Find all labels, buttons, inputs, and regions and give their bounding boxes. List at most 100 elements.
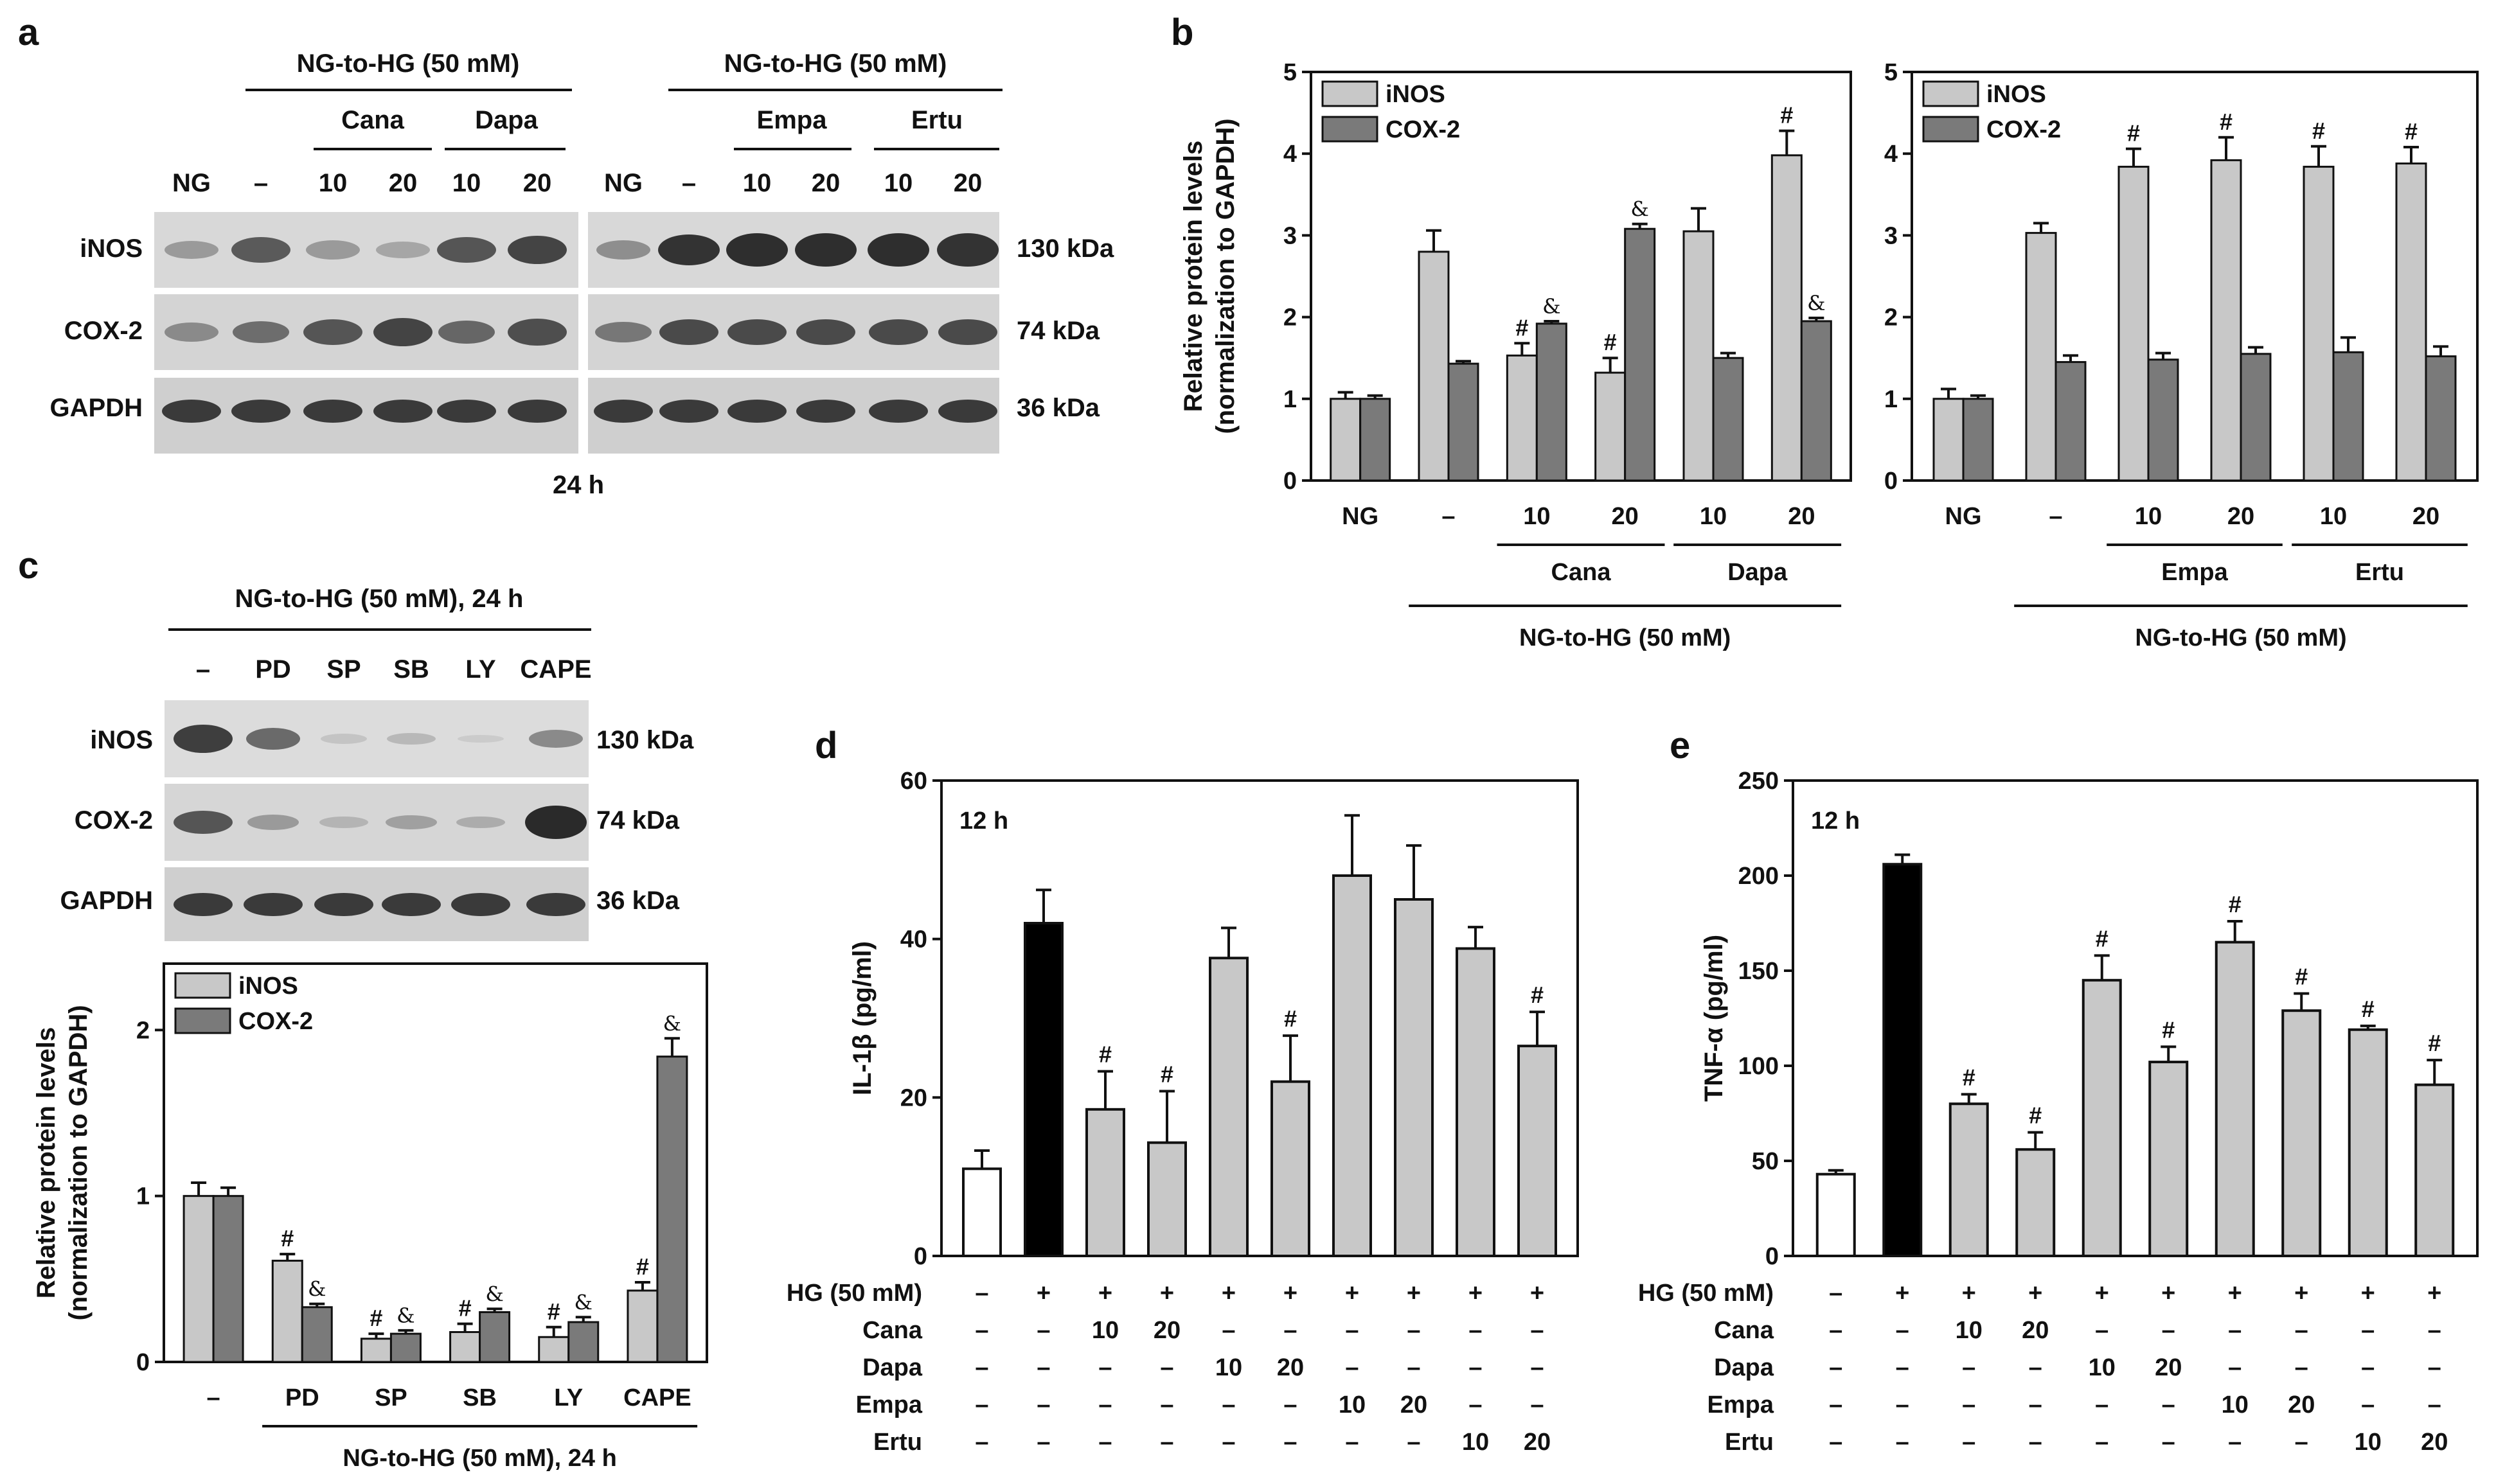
blot-a-strip-gapdh-right bbox=[588, 378, 999, 454]
band bbox=[596, 240, 650, 260]
blot-c-lane-sp: SP bbox=[326, 655, 361, 684]
significance-hash: # bbox=[2405, 118, 2418, 145]
condition-cell: – bbox=[1037, 1354, 1050, 1381]
bar bbox=[1085, 1108, 1125, 1258]
condition-cell: + bbox=[1962, 1280, 1976, 1307]
significance-hash: # bbox=[2029, 1102, 2042, 1129]
legend-swatch bbox=[1922, 116, 1979, 143]
bar bbox=[1517, 1045, 1557, 1257]
group-label: Cana bbox=[1551, 559, 1612, 586]
blot-c-strip-gapdh bbox=[165, 867, 589, 941]
bar bbox=[1024, 922, 1064, 1257]
condition-cell: – bbox=[2361, 1317, 2375, 1344]
y-tick-label: 100 bbox=[1738, 1053, 1779, 1080]
condition-row-label: Cana bbox=[862, 1317, 923, 1344]
condition-cell: – bbox=[1530, 1391, 1544, 1418]
blot-a-lane-ng-left: NG bbox=[172, 169, 211, 197]
condition-cell: – bbox=[1896, 1317, 1909, 1344]
bar-inos bbox=[1594, 371, 1627, 482]
blot-c-lane-ly: LY bbox=[465, 655, 496, 684]
y-tick-label: 1 bbox=[136, 1183, 150, 1210]
x-tick-label: 10 bbox=[2135, 503, 2162, 530]
band bbox=[314, 893, 373, 916]
condition-cell: – bbox=[2428, 1317, 2441, 1344]
condition-cell: – bbox=[1407, 1317, 1420, 1344]
condition-cell: + bbox=[1895, 1280, 1909, 1307]
significance-hash: # bbox=[2220, 109, 2233, 135]
x-tick-label: 20 bbox=[2227, 503, 2254, 530]
significance-hash: # bbox=[2229, 891, 2242, 917]
bar-inos bbox=[183, 1195, 215, 1363]
bar-cox-2 bbox=[2147, 358, 2179, 482]
bar bbox=[2081, 978, 2122, 1258]
condition-cell: 20 bbox=[2421, 1429, 2448, 1456]
condition-cell: 10 bbox=[2222, 1391, 2249, 1418]
x-tick-label: 20 bbox=[1788, 503, 1815, 530]
significance-hash: # bbox=[2127, 120, 2140, 146]
condition-cell: – bbox=[2095, 1429, 2108, 1456]
condition-cell: – bbox=[2295, 1429, 2308, 1456]
band bbox=[438, 321, 495, 344]
band bbox=[795, 233, 857, 267]
significance-hash: # bbox=[1963, 1064, 1975, 1090]
y-axis-title-line2: (normalization to GAPDH) bbox=[64, 1005, 93, 1320]
condition-cell: + bbox=[2161, 1280, 2175, 1307]
condition-cell: – bbox=[1283, 1429, 1297, 1456]
bar bbox=[2348, 1028, 2388, 1257]
condition-cell: – bbox=[2428, 1391, 2441, 1418]
condition-cell: – bbox=[2228, 1354, 2242, 1381]
blot-a-row-gapdh: GAPDH bbox=[50, 394, 143, 422]
band bbox=[525, 806, 587, 839]
blot-a-group-dapa: Dapa bbox=[475, 106, 539, 134]
condition-cell: – bbox=[1468, 1317, 1482, 1344]
bar bbox=[1815, 1172, 1856, 1257]
condition-cell: – bbox=[2295, 1354, 2308, 1381]
condition-cell: 20 bbox=[1400, 1391, 1427, 1418]
blot-a-group-ertu: Ertu bbox=[911, 106, 963, 134]
x-tick-label: SP bbox=[375, 1384, 407, 1411]
legend-swatch bbox=[1321, 116, 1378, 143]
band bbox=[508, 400, 567, 423]
y-tick-label: 200 bbox=[1738, 863, 1779, 890]
band bbox=[306, 240, 360, 260]
bar-inos bbox=[449, 1331, 481, 1363]
x-axis-title: NG-to-HG (50 mM) bbox=[1519, 624, 1731, 651]
bar-cox-2 bbox=[1962, 398, 1994, 482]
band bbox=[526, 893, 585, 916]
y-tick-label: 0 bbox=[136, 1349, 150, 1376]
condition-cell: – bbox=[1037, 1317, 1050, 1344]
condition-cell: + bbox=[1160, 1280, 1174, 1307]
condition-cell: – bbox=[2361, 1354, 2375, 1381]
x-axis-title: NG-to-HG (50 mM) bbox=[2135, 624, 2346, 651]
y-tick-label: 0 bbox=[914, 1243, 927, 1270]
condition-cell: – bbox=[2095, 1317, 2108, 1344]
blot-c-lane-pd: PD bbox=[255, 655, 291, 684]
condition-cell: – bbox=[1829, 1280, 1842, 1307]
condition-cell: 20 bbox=[2022, 1317, 2049, 1344]
condition-cell: – bbox=[1530, 1317, 1544, 1344]
x-tick-label: NG bbox=[1342, 503, 1378, 530]
significance-ampersand: & bbox=[485, 1282, 503, 1306]
band bbox=[247, 815, 299, 830]
condition-row-label: HG (50 mM) bbox=[787, 1280, 922, 1307]
significance-hash: # bbox=[1604, 329, 1617, 355]
bar-cox-2 bbox=[656, 1056, 688, 1363]
bar bbox=[1209, 957, 1249, 1258]
significance-ampersand: & bbox=[575, 1290, 593, 1314]
condition-cell: – bbox=[2029, 1429, 2042, 1456]
band bbox=[373, 318, 432, 346]
y-tick-label: 1 bbox=[1884, 386, 1898, 413]
blot-c-row-cox2: COX-2 bbox=[75, 806, 153, 835]
blot-a-strip-gapdh-left bbox=[154, 378, 578, 454]
group-label: Empa bbox=[2161, 559, 2228, 586]
condition-cell: – bbox=[1829, 1354, 1842, 1381]
legend-swatch bbox=[174, 1007, 231, 1034]
band bbox=[529, 730, 583, 748]
condition-cell: + bbox=[2427, 1280, 2441, 1307]
y-tick-label: 150 bbox=[1738, 958, 1779, 985]
significance-hash: # bbox=[2362, 996, 2375, 1022]
condition-cell: – bbox=[1222, 1429, 1235, 1456]
western-blot-a: NG-to-HG (50 mM) NG-to-HG (50 mM) Cana D… bbox=[50, 49, 1114, 499]
bar-cox-2 bbox=[301, 1306, 333, 1363]
bar-chart-e-tnfa: 0 50 100 150 200 250 TNF-α (pg/ml) 12 h # # # # # # # #… bbox=[1638, 768, 2479, 1456]
